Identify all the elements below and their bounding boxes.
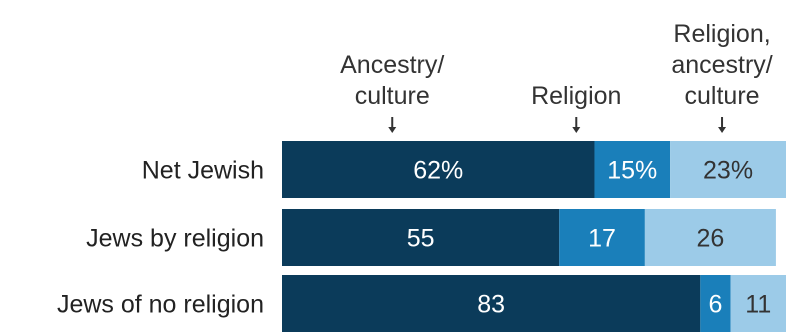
data-label-jews-by-religion-religion: 17 — [588, 225, 616, 253]
legend-item-religion: Religion — [531, 82, 621, 133]
data-label-jews-by-religion-religion-ancestry-culture: 26 — [696, 225, 724, 253]
data-label-jews-of-no-religion-ancestry-culture: 83 — [477, 291, 505, 319]
data-label-jews-of-no-religion-religion: 6 — [708, 291, 722, 319]
data-label-net-jewish-ancestry-culture: 62% — [413, 157, 463, 185]
bar-segment-net-jewish-ancestry-culture — [282, 141, 595, 198]
bar-segment-jews-of-no-religion-religion-ancestry-culture — [730, 275, 786, 332]
legend: Ancestry/culture Religion Religion, ancestr… — [340, 20, 773, 133]
legend-label-line: ancestry/ — [671, 51, 772, 79]
bars — [282, 141, 786, 332]
bar-segment-jews-by-religion-ancestry-culture — [282, 209, 560, 266]
legend-label-line: culture — [355, 82, 430, 110]
bar-segment-jews-of-no-religion-ancestry-culture — [282, 275, 701, 332]
legend-item-ancestry-culture: Ancestry/culture — [340, 51, 444, 133]
legend-item-religion-ancestry-culture: Religion, ancestry/culture — [671, 20, 773, 133]
row-label-jews-of-no-religion: Jews of no religion — [57, 291, 264, 319]
value-labels: 62% 15% 23% 55 17 26 83 6 11 — [407, 157, 772, 319]
row-label-jews-by-religion: Jews by religion — [86, 225, 264, 253]
data-label-jews-by-religion-ancestry-culture: 55 — [407, 225, 435, 253]
bar-segment-net-jewish-religion-ancestry-culture — [670, 141, 786, 198]
bar-segment-jews-of-no-religion-religion — [700, 275, 731, 332]
down-arrow-icon — [388, 127, 397, 133]
row-label-net-jewish: Net Jewish — [142, 157, 264, 185]
data-label-jews-of-no-religion-religion-ancestry-culture: 11 — [745, 291, 771, 319]
legend-label-line: Religion, — [673, 20, 770, 48]
bar-segment-net-jewish-religion — [594, 141, 671, 198]
bar-segment-jews-by-religion-religion-ancestry-culture — [644, 209, 776, 266]
data-label-net-jewish-religion: 15% — [607, 157, 657, 185]
legend-label-line: culture — [685, 82, 760, 110]
data-label-net-jewish-religion-ancestry-culture: 23% — [703, 157, 753, 185]
row-labels: Net Jewish Jews by religion Jews of no rel… — [57, 157, 264, 319]
down-arrow-icon — [572, 127, 581, 133]
legend-label-line: Ancestry/ — [340, 51, 444, 79]
bar-segment-jews-by-religion-religion — [559, 209, 645, 266]
legend-label-line: Religion — [531, 82, 621, 110]
down-arrow-icon — [718, 127, 727, 133]
